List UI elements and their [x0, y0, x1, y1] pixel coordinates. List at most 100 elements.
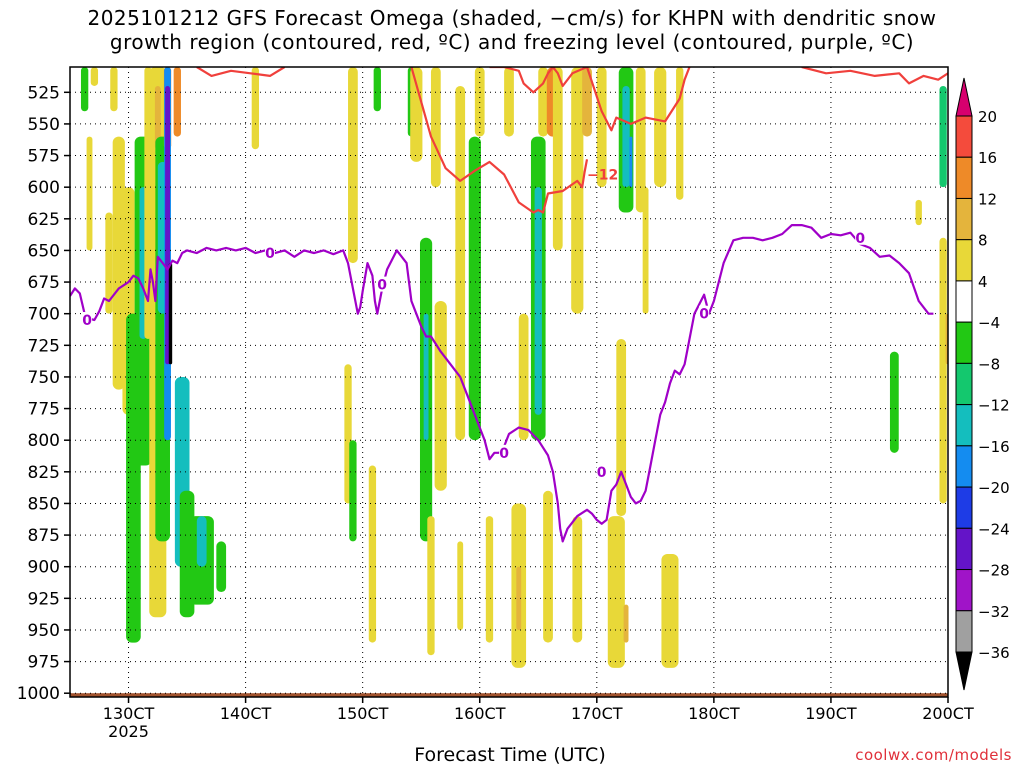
- freezing-level-label: 0: [377, 278, 387, 294]
- y-tick-label: 1000: [17, 684, 60, 704]
- colorbar: 20 16 12 8 4 −4 −8 −12 −16 −20 −24 −28 −32 −36: [955, 77, 1010, 691]
- colorbar-label: −16: [978, 438, 1010, 456]
- colorbar-bin: [955, 445, 973, 488]
- omega-shade-cell: [485, 516, 494, 643]
- omega-shade-cell: [348, 67, 358, 264]
- x-tick-sublabel: 2025: [108, 722, 149, 741]
- y-tick-label: 800: [28, 431, 60, 451]
- omega-shade-cell: [423, 313, 429, 441]
- omega-shade-cell: [427, 516, 435, 656]
- y-tick-label: 850: [28, 494, 60, 514]
- colorbar-label: 4: [978, 273, 988, 291]
- freezing-level-line: [70, 224, 934, 543]
- dgz-contours: −12: [196, 67, 948, 214]
- x-tick-label: 180CT: [688, 704, 740, 723]
- y-tick-label: 625: [28, 210, 60, 230]
- dgz-contour-line: [410, 67, 589, 214]
- omega-shade-cell: [616, 338, 627, 517]
- omega-shade-cell: [939, 237, 947, 504]
- colorbar-arrow-top: [955, 77, 973, 117]
- omega-shade-cell: [552, 67, 563, 251]
- omega-shade-cell: [368, 465, 377, 643]
- y-tick-label: 575: [28, 147, 60, 167]
- colorbar-label: 8: [978, 232, 988, 250]
- omega-shade-cell: [534, 187, 542, 415]
- colorbar-label: −8: [978, 355, 1000, 373]
- freezing-label-bg: [855, 229, 866, 245]
- credit-link[interactable]: coolwx.com/models: [855, 746, 1012, 764]
- x-tick-label: 150CT: [337, 704, 389, 723]
- omega-shade-cell: [112, 136, 125, 390]
- omega-shade-cell: [154, 85, 161, 150]
- x-axis-title: Forecast Time (UTC): [414, 744, 606, 766]
- colorbar-label: −12: [978, 397, 1010, 415]
- x-tick-label: 200CT: [922, 704, 974, 723]
- freezing-label-bg: [596, 463, 607, 479]
- colorbar-bin: [955, 197, 973, 241]
- omega-shade-cell: [629, 136, 633, 188]
- omega-shade-cell: [349, 440, 357, 542]
- omega-shade-cell: [434, 301, 447, 491]
- omega-shade-cell: [80, 67, 89, 112]
- freezing-level-label: 0: [597, 465, 607, 481]
- omega-shade-cell: [623, 604, 629, 643]
- y-tick-label: 550: [28, 115, 60, 135]
- omega-shade-cell: [251, 67, 260, 150]
- omega-shade-cell: [518, 313, 529, 441]
- colorbar-label: −32: [978, 603, 1010, 621]
- colorbar-bin: [955, 610, 973, 653]
- omega-shade-cell: [196, 516, 207, 567]
- omega-shade-cell: [582, 67, 592, 137]
- omega-shade-cell: [661, 554, 679, 668]
- y-tick-label: 700: [28, 305, 60, 325]
- omega-shade-cell: [571, 67, 584, 314]
- colorbar-label: −36: [978, 644, 1010, 662]
- y-tick-label: 975: [28, 653, 60, 673]
- omega-shade-cell: [110, 67, 118, 112]
- freezing-label-bg: [499, 444, 510, 460]
- y-tick-label: 775: [28, 400, 60, 420]
- omega-shade-cell: [607, 516, 625, 668]
- colorbar-bin: [955, 115, 973, 158]
- omega-shade-cell: [915, 199, 922, 226]
- y-tick-label: 950: [28, 621, 60, 641]
- y-tick-label: 525: [28, 83, 60, 103]
- plot-frame: [69, 66, 949, 698]
- omega-shade-cell: [410, 67, 423, 162]
- omega-shade-cell: [504, 67, 514, 137]
- x-tick-label: 170CT: [571, 704, 623, 723]
- omega-shade-cell: [468, 136, 481, 441]
- x-tick-label: 190CT: [805, 704, 857, 723]
- omega-shading: [80, 67, 948, 668]
- dgz-contour-line: [489, 67, 691, 132]
- y-tick-label: 750: [28, 368, 60, 388]
- colorbar-label: −24: [978, 520, 1010, 538]
- y-axis: 525 550 575 600 625 650 675 700 725 750 775 800 825 8…: [17, 83, 70, 704]
- y-tick-label: 725: [28, 336, 60, 356]
- omega-shade-cell: [105, 212, 113, 314]
- title-line-2: growth region (contoured, red, ºC) and f…: [109, 30, 915, 54]
- colorbar-bin: [955, 486, 973, 529]
- omega-shade-cell: [635, 67, 646, 213]
- freezing-level-label: 0: [265, 246, 275, 262]
- omega-shade-cell: [572, 516, 583, 643]
- freezing-label-bg: [699, 305, 710, 321]
- omega-shade-cell: [173, 67, 181, 137]
- dgz-contour-line: [196, 67, 286, 78]
- x-tick-label: 160CT: [454, 704, 506, 723]
- freezing-label-bg: [82, 312, 93, 328]
- colorbar-bin: [955, 569, 973, 612]
- omega-shade-cell: [455, 85, 466, 441]
- freezing-label-bg: [264, 244, 275, 260]
- colorbar-bin: [955, 321, 973, 364]
- omega-shade-cell: [654, 67, 667, 188]
- freezing-level-label: 0: [82, 313, 92, 329]
- dgz-contour-label: −12: [587, 168, 618, 184]
- ground-strip: [70, 693, 948, 697]
- chart-title: 2025101212 GFS Forecast Omega (shaded, −…: [0, 6, 1024, 54]
- omega-shade-cell: [543, 490, 553, 643]
- colorbar-bin: [955, 527, 973, 571]
- colorbar-label: −4: [978, 314, 1000, 332]
- ground-surface: [70, 693, 948, 697]
- y-tick-label: 925: [28, 589, 60, 609]
